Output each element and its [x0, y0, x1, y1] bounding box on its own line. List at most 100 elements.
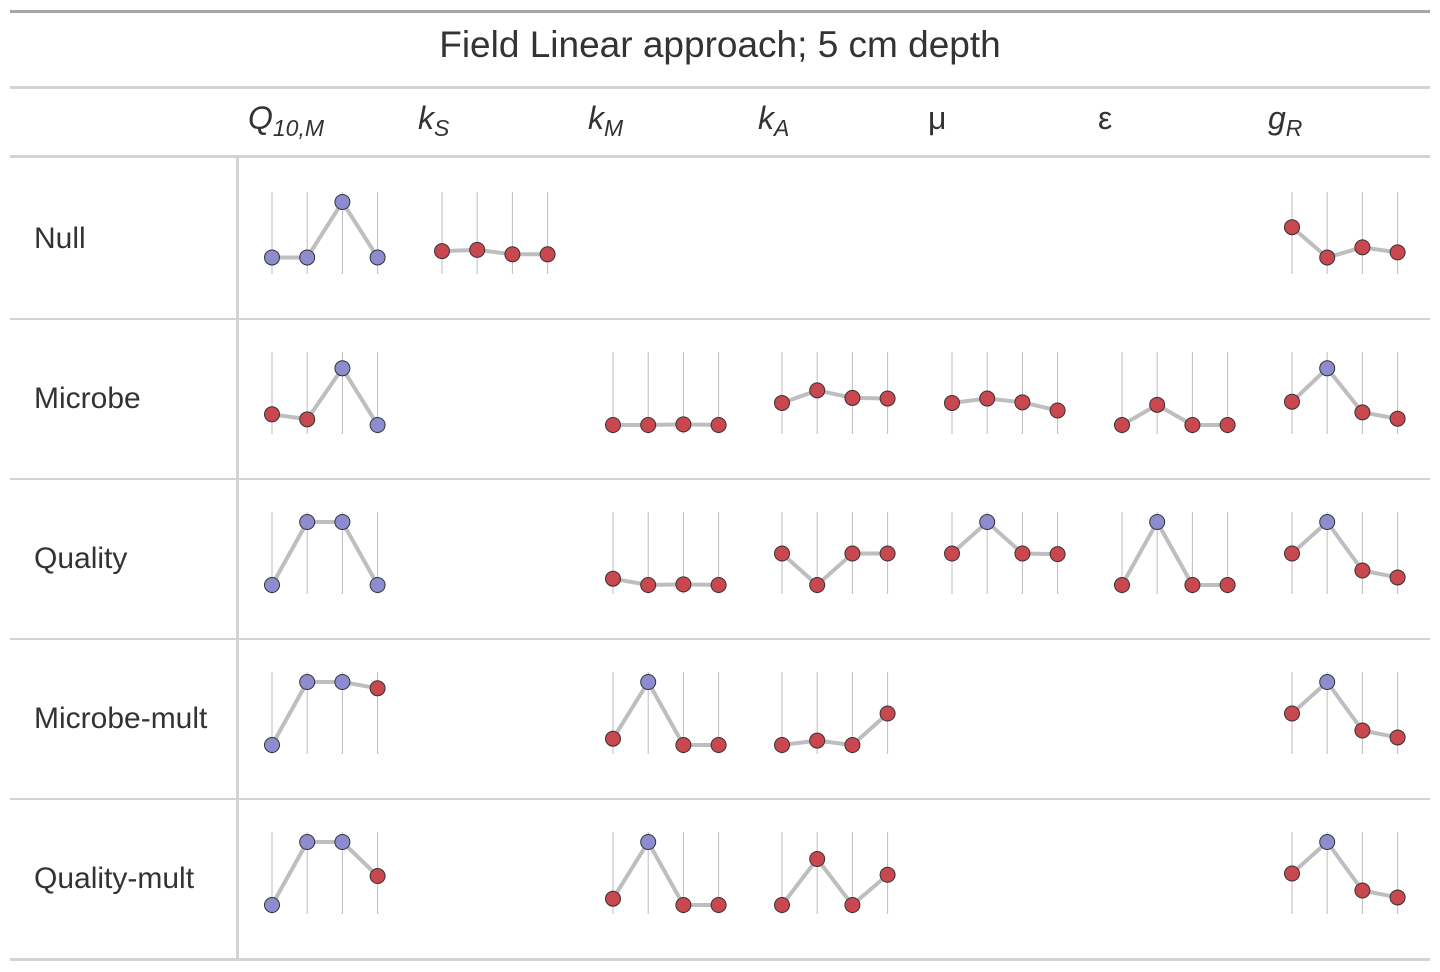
sparkline-point [640, 577, 657, 593]
sparkline-point [1284, 219, 1300, 236]
sparkline-point [640, 834, 657, 850]
sparkline-point [774, 897, 790, 913]
sparkline-point [944, 394, 960, 411]
sparkline-point [605, 570, 621, 587]
sparkline-point [675, 576, 692, 593]
sparkline-point [1284, 545, 1300, 562]
sparkline-point [605, 730, 621, 747]
col-header-epsilon: ε [1098, 100, 1113, 136]
col-header-gr: gR [1268, 100, 1303, 141]
stub-divider [236, 156, 239, 961]
sparkline-line [270, 200, 380, 260]
sparkline-point [334, 360, 351, 377]
row-label-quality: Quality [34, 542, 128, 575]
sparkline-point [369, 868, 386, 885]
sparkline-point [1389, 729, 1406, 746]
sparkline-line [611, 422, 721, 427]
sparkline-line [1290, 366, 1400, 421]
col-header-q10m: Q10,M [248, 100, 325, 141]
sparkline-point [675, 737, 692, 753]
sparkline-point [879, 545, 896, 562]
sparkline-point [640, 674, 657, 690]
col-header-ka: kA [758, 100, 790, 141]
sparkline-point [844, 737, 861, 753]
row-label-null: Null [34, 222, 86, 255]
sparkline-point [264, 406, 280, 423]
sparkline-point [264, 737, 280, 753]
row-divider [10, 478, 1430, 480]
sparkline-point [1389, 889, 1406, 906]
row-divider [10, 318, 1430, 320]
sparkline-line [270, 520, 380, 587]
sparkline-point [369, 417, 386, 433]
sparkline-point [369, 577, 386, 593]
sparkline-point [1319, 674, 1336, 690]
sparkline-point [369, 249, 386, 266]
sparkline-point [1149, 514, 1166, 530]
sparkline-point [1049, 402, 1066, 419]
sparkline-point [1184, 417, 1201, 433]
row-label-quality-mult: Quality-mult [34, 862, 195, 895]
sparkline-line [1290, 520, 1400, 580]
sparkline-point [774, 545, 790, 562]
sparkline-point [844, 545, 861, 562]
sparkline-point [879, 866, 896, 883]
sparkline-point [710, 417, 727, 433]
sparkline-point [1114, 577, 1130, 593]
sparkline-point [334, 834, 351, 850]
sparkline-point [710, 737, 727, 753]
sparkline-point [334, 674, 351, 690]
sparkline-point [1184, 577, 1201, 593]
sparkline-point [774, 737, 790, 753]
sparkline-point [809, 851, 826, 868]
sparkline-point [844, 897, 861, 913]
sparkline-line [1290, 225, 1400, 260]
sparkline-point [299, 514, 316, 530]
sparkline-point [710, 897, 727, 913]
table-title: Field Linear approach; 5 cm depth [439, 24, 1001, 65]
sparkline-line [1290, 680, 1400, 740]
sparkline-line [611, 576, 721, 587]
sparkline-point [809, 382, 826, 399]
sparkline-point [605, 890, 621, 907]
sparkline-point [1319, 360, 1336, 377]
col-header-km: kM [588, 100, 624, 141]
sparkline-point [264, 249, 280, 266]
sparkline-point [299, 411, 316, 428]
sparkline-point [1389, 244, 1406, 261]
title-rule [10, 86, 1430, 89]
sparkline-point [944, 545, 960, 562]
sparkline-point [1319, 834, 1336, 850]
row-label-microbe-mult: Microbe-mult [34, 702, 208, 735]
sparkline-line [611, 840, 721, 907]
sparkline-point [1319, 514, 1336, 530]
bottom-rule [10, 958, 1430, 961]
sparkline-point [675, 416, 692, 433]
sparkline-line [611, 680, 721, 747]
top-rule [10, 10, 1430, 13]
sparkline-point [675, 897, 692, 913]
sparkline-line [270, 840, 380, 907]
sparkline-line [780, 551, 890, 587]
row-divider [10, 798, 1430, 800]
sparkline-point [1284, 865, 1300, 882]
sparkline-point [1014, 545, 1031, 562]
sparkline-point [1049, 546, 1066, 563]
sparkline-line [950, 520, 1060, 557]
sparkline-point [334, 194, 351, 210]
sparkline-point [504, 246, 521, 263]
sparkline-point [1354, 404, 1371, 421]
sparkline-point [879, 390, 896, 407]
sparkline-point [1014, 394, 1031, 411]
sparkline-line [1290, 840, 1400, 900]
sparkline-point [1354, 239, 1371, 256]
sparkline-point [1149, 396, 1166, 413]
sparkline-point [640, 417, 657, 433]
sparkline-point [774, 394, 790, 411]
sparkline-point [1354, 562, 1371, 579]
sparkline-point [299, 834, 316, 850]
sparkline-point [1284, 393, 1300, 410]
sparkline-point [879, 705, 896, 722]
sparkline-point [1284, 705, 1300, 722]
